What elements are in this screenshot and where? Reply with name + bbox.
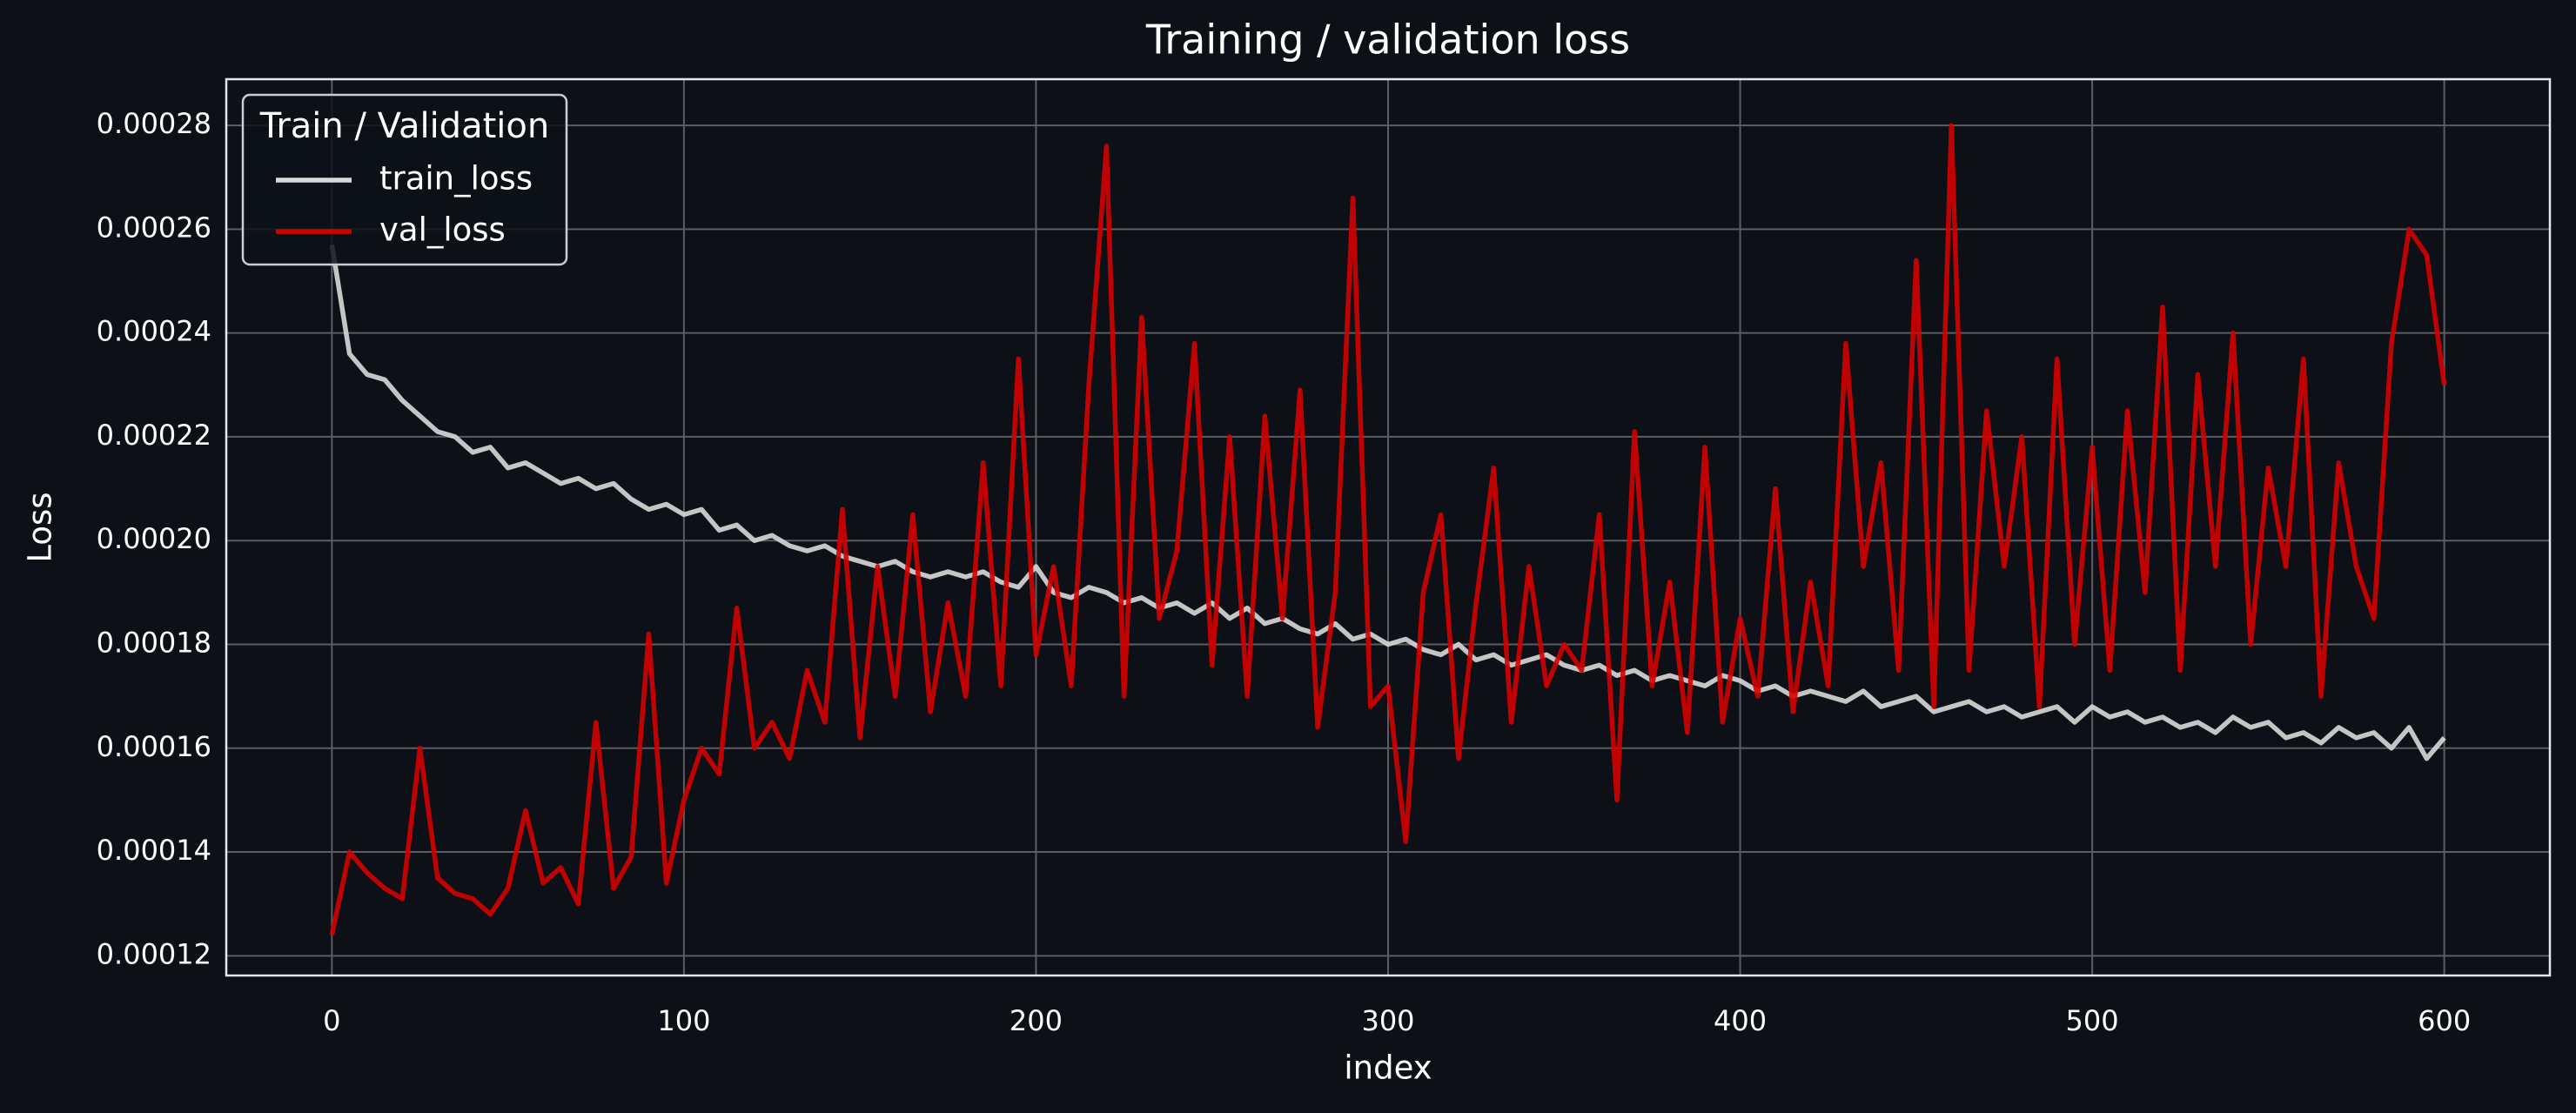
x-tick-label: 100: [657, 1004, 710, 1037]
legend-title: Train / Validation: [259, 106, 549, 146]
y-tick-label: 0.00014: [97, 834, 211, 867]
x-tick-label: 0: [323, 1004, 340, 1037]
chart-title: Training / validation loss: [1145, 17, 1630, 64]
series-line: [329, 244, 2446, 761]
legend-box: [241, 93, 568, 266]
y-tick-label: 0.00012: [97, 937, 211, 970]
y-tick-label: 0.00028: [97, 107, 211, 140]
x-tick-label: 200: [1010, 1004, 1063, 1037]
y-tick-label: 0.00020: [97, 522, 211, 555]
plot-frame: [225, 77, 2552, 977]
legend-label: val_loss: [379, 211, 506, 249]
y-tick-label: 0.00026: [97, 211, 211, 244]
y-tick-label: 0.00018: [97, 626, 211, 659]
x-tick-label: 300: [1361, 1004, 1414, 1037]
y-tick-label: 0.00022: [97, 419, 211, 452]
legend-label: train_loss: [379, 160, 533, 198]
x-axis-label: index: [1344, 1049, 1432, 1087]
x-tick-label: 600: [2418, 1004, 2471, 1037]
legend: Train / Validation train_loss val_loss: [241, 93, 568, 266]
y-tick-label: 0.00024: [97, 315, 211, 348]
lines: [329, 123, 2447, 936]
series-line: [329, 123, 2447, 936]
x-tick-label: 500: [2066, 1004, 2119, 1037]
y-axis-label: Loss: [22, 492, 59, 562]
x-tick-label: 400: [1714, 1004, 1767, 1037]
y-tick-label: 0.00016: [97, 730, 211, 763]
